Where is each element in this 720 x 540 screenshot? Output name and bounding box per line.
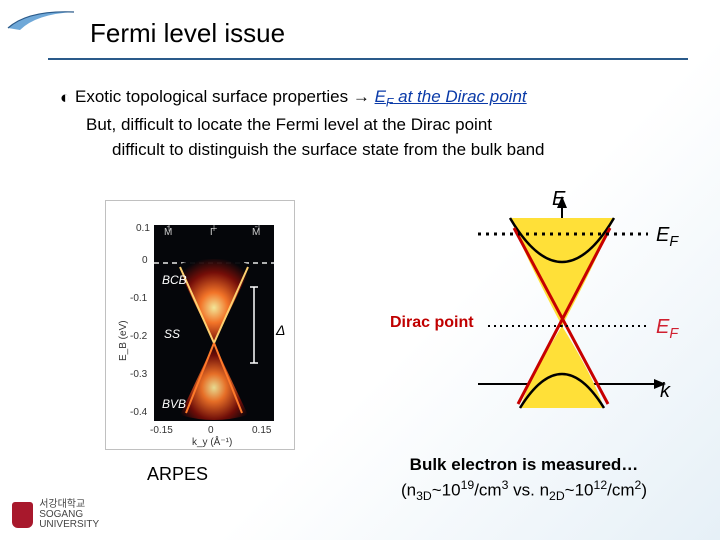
body-line1-arrow: →: [353, 87, 375, 106]
axis-E-label: E: [552, 188, 565, 211]
body-text: ◐ Exotic topological surface properties …: [60, 84, 680, 163]
ef-label-top: EF: [656, 224, 678, 250]
accent-swoosh: [6, 6, 76, 34]
ef-label-mid: EF: [656, 316, 678, 342]
body-line1-pre: Exotic topological surface properties: [75, 87, 353, 106]
annot-ss: SS: [164, 327, 180, 341]
schematic-figure: E EF EF k Dirac point: [370, 188, 690, 428]
university-logo: 서강대학교 SOGANG UNIVERSITY: [12, 500, 142, 530]
slide-title: Fermi level issue: [90, 18, 285, 49]
delta-bracket-icon: [248, 285, 272, 367]
delta-label: Δ: [276, 322, 285, 338]
body-line3: difficult to distinguish the surface sta…: [60, 137, 680, 163]
dirac-point-label: Dirac point: [390, 314, 474, 332]
body-line2: But, difficult to locate the Fermi level…: [60, 112, 680, 138]
arpes-figure: 0.1 0 -0.1 -0.2 -0.3 -0.4 -0.15 0 0.15 k…: [105, 200, 295, 450]
bullet-icon: ◐: [60, 88, 70, 107]
axis-k-label: k: [660, 380, 670, 403]
annot-bcb: BCB: [162, 273, 187, 287]
right-caption-line1: Bulk electron is measured…: [344, 454, 704, 477]
arpes-caption: ARPES: [147, 464, 208, 485]
right-caption-line2: (n3D~1019/cm3 vs. n2D~1012/cm2): [344, 477, 704, 505]
annot-bvb: BVB: [162, 397, 186, 411]
title-underline: [48, 58, 688, 60]
arpes-image: M̄ Γ̄ M̄ BCB SS BVB: [154, 225, 274, 421]
right-caption: Bulk electron is measured… (n3D~1019/cm3…: [344, 454, 704, 505]
body-line1-link: EF at the Dirac point: [375, 87, 527, 106]
logo-shield-icon: [12, 502, 33, 528]
